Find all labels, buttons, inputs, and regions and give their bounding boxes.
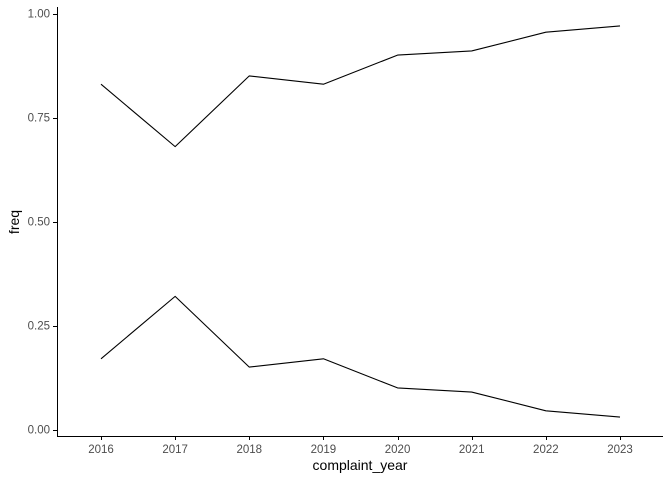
x-tick-label: 2019	[311, 444, 337, 456]
series-layer	[100, 25, 621, 418]
series-line-1	[100, 25, 621, 148]
y-axis-title: freq	[6, 210, 22, 234]
x-tick-label: 2017	[162, 444, 188, 456]
x-axis-title: complaint_year	[313, 457, 408, 473]
ticks-layer: 2016 2017 2018 2019 2020 2021 2022 2023 0.00 0.25…	[28, 9, 633, 457]
y-tick-label: 0.50	[28, 217, 50, 229]
x-tick-label: 2023	[607, 444, 633, 456]
axes-layer	[57, 7, 663, 437]
y-tick-label: 0.25	[28, 321, 50, 333]
x-tick-label: 2016	[88, 444, 114, 456]
x-tick-label: 2021	[459, 444, 485, 456]
series-line-2	[100, 295, 621, 418]
y-tick-label: 0.00	[28, 425, 50, 437]
x-tick-label: 2020	[385, 444, 411, 456]
x-tick-label: 2018	[236, 444, 262, 456]
y-tick-label: 1.00	[28, 9, 50, 21]
x-tick-label: 2022	[533, 444, 559, 456]
y-tick-label: 0.75	[28, 113, 50, 125]
